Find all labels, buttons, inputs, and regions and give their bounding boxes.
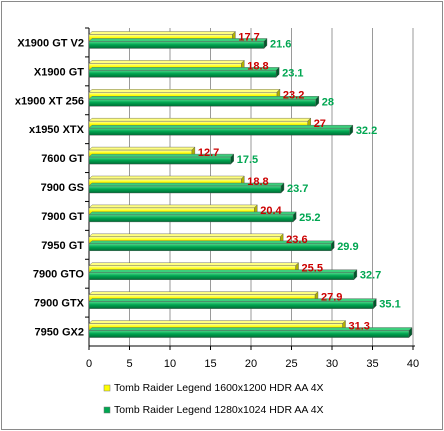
category-label: 7900 GTO [33,269,85,281]
bar [88,127,351,136]
data-label: 32.7 [360,270,381,282]
category-label: X1900 GT V2 [17,37,84,49]
x-tick-label: 30 [326,358,338,370]
category-label: 7900 GT [41,211,84,223]
bar-top-face [88,89,281,93]
data-label: 27.9 [321,292,342,304]
bar [88,243,332,252]
bar-top-face [88,117,312,122]
bar [88,301,374,309]
bar-top-face [88,262,300,266]
x-tick-label: 15 [204,358,216,370]
x-tick-label: 0 [86,358,92,370]
x-tick-label: 20 [245,358,257,370]
x-tick-label: 35 [366,358,378,370]
bar-top-face [88,31,236,35]
bar [88,330,410,338]
data-label: 25.5 [302,263,323,275]
legend-swatch [103,384,111,392]
bar [88,156,231,165]
bars [88,30,413,339]
category-label: 7900 GTX [34,298,85,310]
legend: Tomb Raider Legend 1600x1200 HDR AA 4X To… [103,382,324,416]
data-label: 29.9 [337,241,358,253]
bar-top-face [88,320,347,324]
category-label: 7900 GS [41,182,84,194]
x-tick-label: 40 [407,358,419,370]
bar-top-face [88,146,196,151]
data-label: 31.3 [349,321,370,333]
bar-top-face [88,175,245,180]
x-tick-label: 25 [285,358,297,370]
data-label: 17.5 [237,154,258,166]
category-label: x1950 XTX [29,124,85,136]
data-label: 35.1 [379,299,400,311]
legend-label: Tomb Raider Legend 1280x1024 HDR AA 4X [114,404,324,416]
bar-top-face [88,60,245,64]
bar [88,272,355,280]
data-label: 17.7 [238,31,259,43]
category-labels: X1900 GT V2 X1900 GT x1900 XT 256 x1950 XTX… [15,37,85,338]
bar [88,41,265,49]
data-label: 32.2 [356,125,377,137]
bar-top-face [88,291,319,295]
data-label: 23.6 [286,234,307,246]
data-label: 21.6 [270,38,291,50]
x-tick-labels: 0 5 10 15 20 25 30 35 40 [86,358,419,370]
data-label: 23.1 [282,67,303,79]
category-label: 7950 GX2 [34,327,84,339]
data-label: 27 [314,118,326,130]
x-tick-label: 10 [164,358,176,370]
category-label: 7950 GT [41,240,84,252]
bar-top-face [88,233,284,238]
bar-top-face [88,204,258,209]
category-label: 7600 GT [41,153,84,165]
legend-swatch [103,406,111,414]
data-label: 18.8 [247,176,268,188]
value-labels: 17.721.618.823.123.2282732.212.717.518.8… [198,31,401,332]
data-label: 25.2 [299,212,320,224]
data-label: 23.7 [287,183,308,195]
data-label: 18.8 [247,60,268,72]
bar [88,185,282,194]
bar [88,99,317,107]
legend-label: Tomb Raider Legend 1600x1200 HDR AA 4X [114,382,324,394]
category-label: X1900 GT [34,66,84,78]
bar [88,214,294,223]
data-label: 28 [322,96,334,108]
x-tick-label: 5 [126,358,132,370]
data-label: 12.7 [198,147,219,159]
data-label: 20.4 [260,205,282,217]
data-label: 23.2 [283,89,304,101]
category-label: x1900 XT 256 [15,95,84,107]
bar [88,70,277,78]
